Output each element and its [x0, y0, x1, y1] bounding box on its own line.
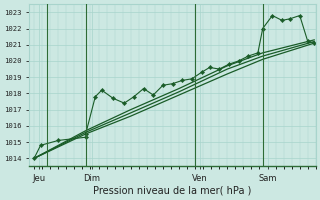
X-axis label: Pression niveau de la mer( hPa ): Pression niveau de la mer( hPa ) [93, 186, 252, 196]
